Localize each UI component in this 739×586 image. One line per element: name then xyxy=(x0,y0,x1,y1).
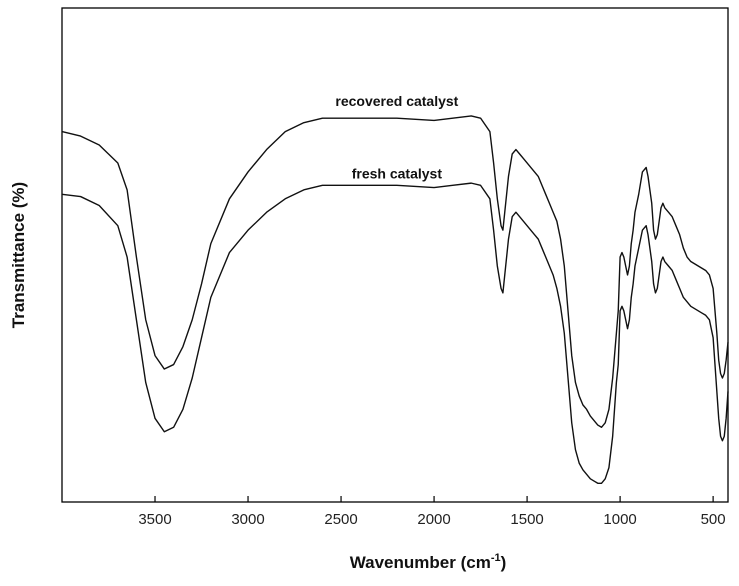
series-label-recovered-catalyst: recovered catalyst xyxy=(335,93,458,109)
x-axis-title: Wavenumber (cm-1) xyxy=(350,552,507,572)
series-line-recovered-catalyst xyxy=(61,115,729,428)
x-axis-title-main: Wavenumber (cm xyxy=(350,553,491,572)
series-label-fresh-catalyst: fresh catalyst xyxy=(352,165,443,181)
x-axis-ticks: 3500 3000 2500 2000 1500 1000 500 xyxy=(138,496,726,528)
x-tick-label-1000: 1000 xyxy=(603,511,636,528)
x-axis-title-end: ) xyxy=(501,553,507,572)
x-tick-label-2500: 2500 xyxy=(324,511,357,528)
plot-frame xyxy=(61,7,729,503)
x-axis-title-superscript: -1 xyxy=(491,552,501,564)
x-tick-label-1500: 1500 xyxy=(510,511,543,528)
x-tick-label-3000: 3000 xyxy=(231,511,264,528)
x-tick-label-3500: 3500 xyxy=(138,511,171,528)
x-tick-label-500: 500 xyxy=(701,511,726,528)
y-axis-title: Transmittance (%) xyxy=(9,182,28,328)
x-tick-label-2000: 2000 xyxy=(417,511,450,528)
series-lines xyxy=(61,115,729,484)
series-line-fresh-catalyst xyxy=(61,182,729,484)
